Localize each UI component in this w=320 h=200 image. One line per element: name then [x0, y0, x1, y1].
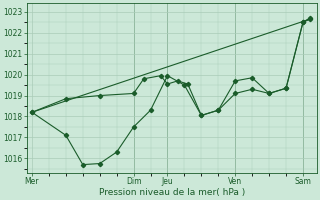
X-axis label: Pression niveau de la mer( hPa ): Pression niveau de la mer( hPa ) [99, 188, 245, 197]
